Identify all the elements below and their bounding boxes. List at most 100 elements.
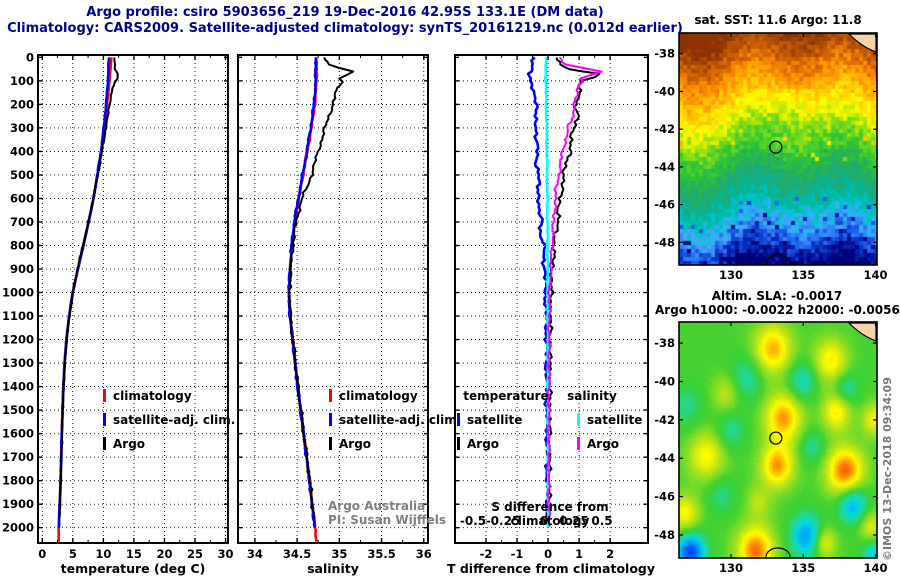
- map-lat-tick-label: -48: [654, 235, 675, 249]
- map-lat-tick-label: -46: [654, 490, 675, 504]
- depth-tick-label: 1900: [2, 497, 34, 511]
- depth-tick-label: 1200: [2, 333, 34, 347]
- t-difference-axis-label: T difference from climatology: [446, 561, 656, 576]
- legend-color-bar: [103, 413, 106, 426]
- map-lon-tick-label: 140: [864, 268, 888, 282]
- s-axis-tick-label: -0.25: [485, 514, 521, 528]
- coastline-land: [847, 33, 877, 53]
- x-tick-label: 0: [38, 547, 46, 561]
- legend-item: Argo: [457, 437, 499, 451]
- legend-color-bar: [329, 389, 332, 402]
- legend-color-bar: [329, 413, 332, 426]
- legend-color-bar: [457, 437, 460, 450]
- x-tick-label: 35.5: [367, 547, 395, 561]
- legend-color-bar: [329, 437, 332, 450]
- x-tick-label: 2: [606, 547, 614, 561]
- map-lat-tick-label: -44: [654, 160, 675, 174]
- depth-tick-label: 700: [10, 215, 34, 229]
- s-axis-tick-label: 0.25: [559, 514, 589, 528]
- salinity-panel-series-climatology: [287, 57, 319, 542]
- depth-tick-label: 1000: [2, 286, 34, 300]
- island-contour: [765, 547, 791, 558]
- difference-panel: -2 -1 0 1 2: [454, 54, 649, 561]
- difference-panel-series-s-argo: [545, 56, 603, 519]
- legend-item: climatology: [103, 389, 192, 403]
- map-lat-tick-label: -46: [654, 198, 675, 212]
- x-tick-label: 25: [187, 547, 203, 561]
- imos-watermark: ©IMOS 13-Dec-2018 09:34:09: [881, 377, 894, 561]
- depth-tick-label: 900: [10, 262, 34, 276]
- figure-title-line2: Climatology: CARS2009. Satellite-adjuste…: [7, 21, 683, 36]
- x-tick-label: 15: [126, 547, 142, 561]
- program-annotation: Argo Australia: [328, 499, 426, 513]
- x-tick-label: 20: [156, 547, 172, 561]
- figure-title-line1: Argo profile: csiro 5903656_219 19-Dec-2…: [86, 5, 604, 20]
- legend-item: Argo: [103, 437, 145, 451]
- x-tick-label: 0: [544, 547, 552, 561]
- map-lat-tick-label: -38: [654, 47, 675, 61]
- sla-map-image: [679, 322, 877, 558]
- map-lat-tick-label: -40: [654, 374, 675, 388]
- map-lon-tick-label: 130: [719, 561, 743, 575]
- map-lon-tick-label: 135: [791, 268, 815, 282]
- temperature-panel: 0 5 10 15 20 25 300100200300400500600700800900…: [2, 50, 234, 561]
- depth-tick-label: 1500: [2, 403, 34, 417]
- s-axis-tick-label: 0: [539, 514, 549, 528]
- x-tick-label: 34: [247, 547, 263, 561]
- pi-annotation: PI: Susan Wijffels: [328, 513, 446, 527]
- island-contour: [765, 254, 791, 265]
- depth-tick-label: 600: [10, 191, 34, 205]
- salinity-panel: 34 34.5 35 35.5 36: [237, 54, 432, 561]
- x-tick-label: -1: [511, 547, 524, 561]
- depth-tick-label: 0: [26, 50, 34, 64]
- legend-color-bar: [457, 413, 460, 426]
- map-lat-tick-label: -42: [654, 122, 675, 136]
- depth-tick-label: 1700: [2, 450, 34, 464]
- x-tick-label: -2: [480, 547, 493, 561]
- s-axis-tick-label: 0.5: [591, 514, 613, 528]
- x-tick-label: 35: [331, 547, 347, 561]
- depth-tick-label: 800: [10, 238, 34, 252]
- legend-item: satellite: [577, 413, 642, 427]
- salinity-panel-series-argo: [287, 56, 355, 519]
- salinity-axis-label: salinity: [307, 561, 359, 576]
- map-lon-tick-label: 135: [791, 561, 815, 575]
- sla-map-title-line2: Argo h1000: -0.0022 h2000: -0.0056: [655, 303, 900, 317]
- legend-color-bar: [577, 413, 580, 426]
- legend-item: satellite: [457, 413, 522, 427]
- legend-item: Argo: [577, 437, 619, 451]
- sst-map-title: sat. SST: 11.6 Argo: 11.8: [694, 13, 862, 27]
- sst-map-image: [679, 33, 877, 265]
- float-position-marker: [769, 140, 783, 154]
- depth-tick-label: 100: [10, 74, 34, 88]
- legend-item: Argo: [329, 437, 371, 451]
- difference-panel-series-s-satellite: [543, 57, 551, 528]
- map-lat-tick-label: -44: [654, 451, 675, 465]
- x-tick-label: 10: [95, 547, 111, 561]
- map-lat-tick-label: -42: [654, 413, 675, 427]
- legend-header: salinity: [567, 389, 617, 403]
- depth-tick-label: 200: [10, 97, 34, 111]
- temperature-axis-label: temperature (deg C): [60, 561, 206, 576]
- x-tick-label: 1: [575, 547, 583, 561]
- sla-map-title-line1: Altim. SLA: -0.0017: [711, 289, 843, 303]
- sst-map-frame: 130 135 140 -38 -40 -42 -44 -46 -48: [654, 32, 888, 282]
- coastline-land: [847, 322, 877, 342]
- x-tick-label: 5: [69, 547, 77, 561]
- x-tick-label: 30: [218, 547, 234, 561]
- legend-item: satellite-adj. clim.: [103, 413, 235, 427]
- legend-color-bar: [103, 389, 106, 402]
- float-position-marker: [769, 431, 783, 445]
- depth-tick-label: 1600: [2, 427, 34, 441]
- depth-tick-label: 2000: [2, 521, 34, 535]
- depth-tick-label: 300: [10, 121, 34, 135]
- x-tick-label: 34.5: [283, 547, 311, 561]
- sla-map-frame: 130 135 140 -38 -40 -42 -44 -46 -48: [654, 321, 888, 575]
- legend-color-bar: [103, 437, 106, 450]
- x-tick-label: 36: [416, 547, 432, 561]
- legend-header: temperature: [463, 389, 549, 403]
- depth-tick-label: 400: [10, 144, 34, 158]
- map-lat-tick-label: -48: [654, 528, 675, 542]
- legend-item: climatology: [329, 389, 418, 403]
